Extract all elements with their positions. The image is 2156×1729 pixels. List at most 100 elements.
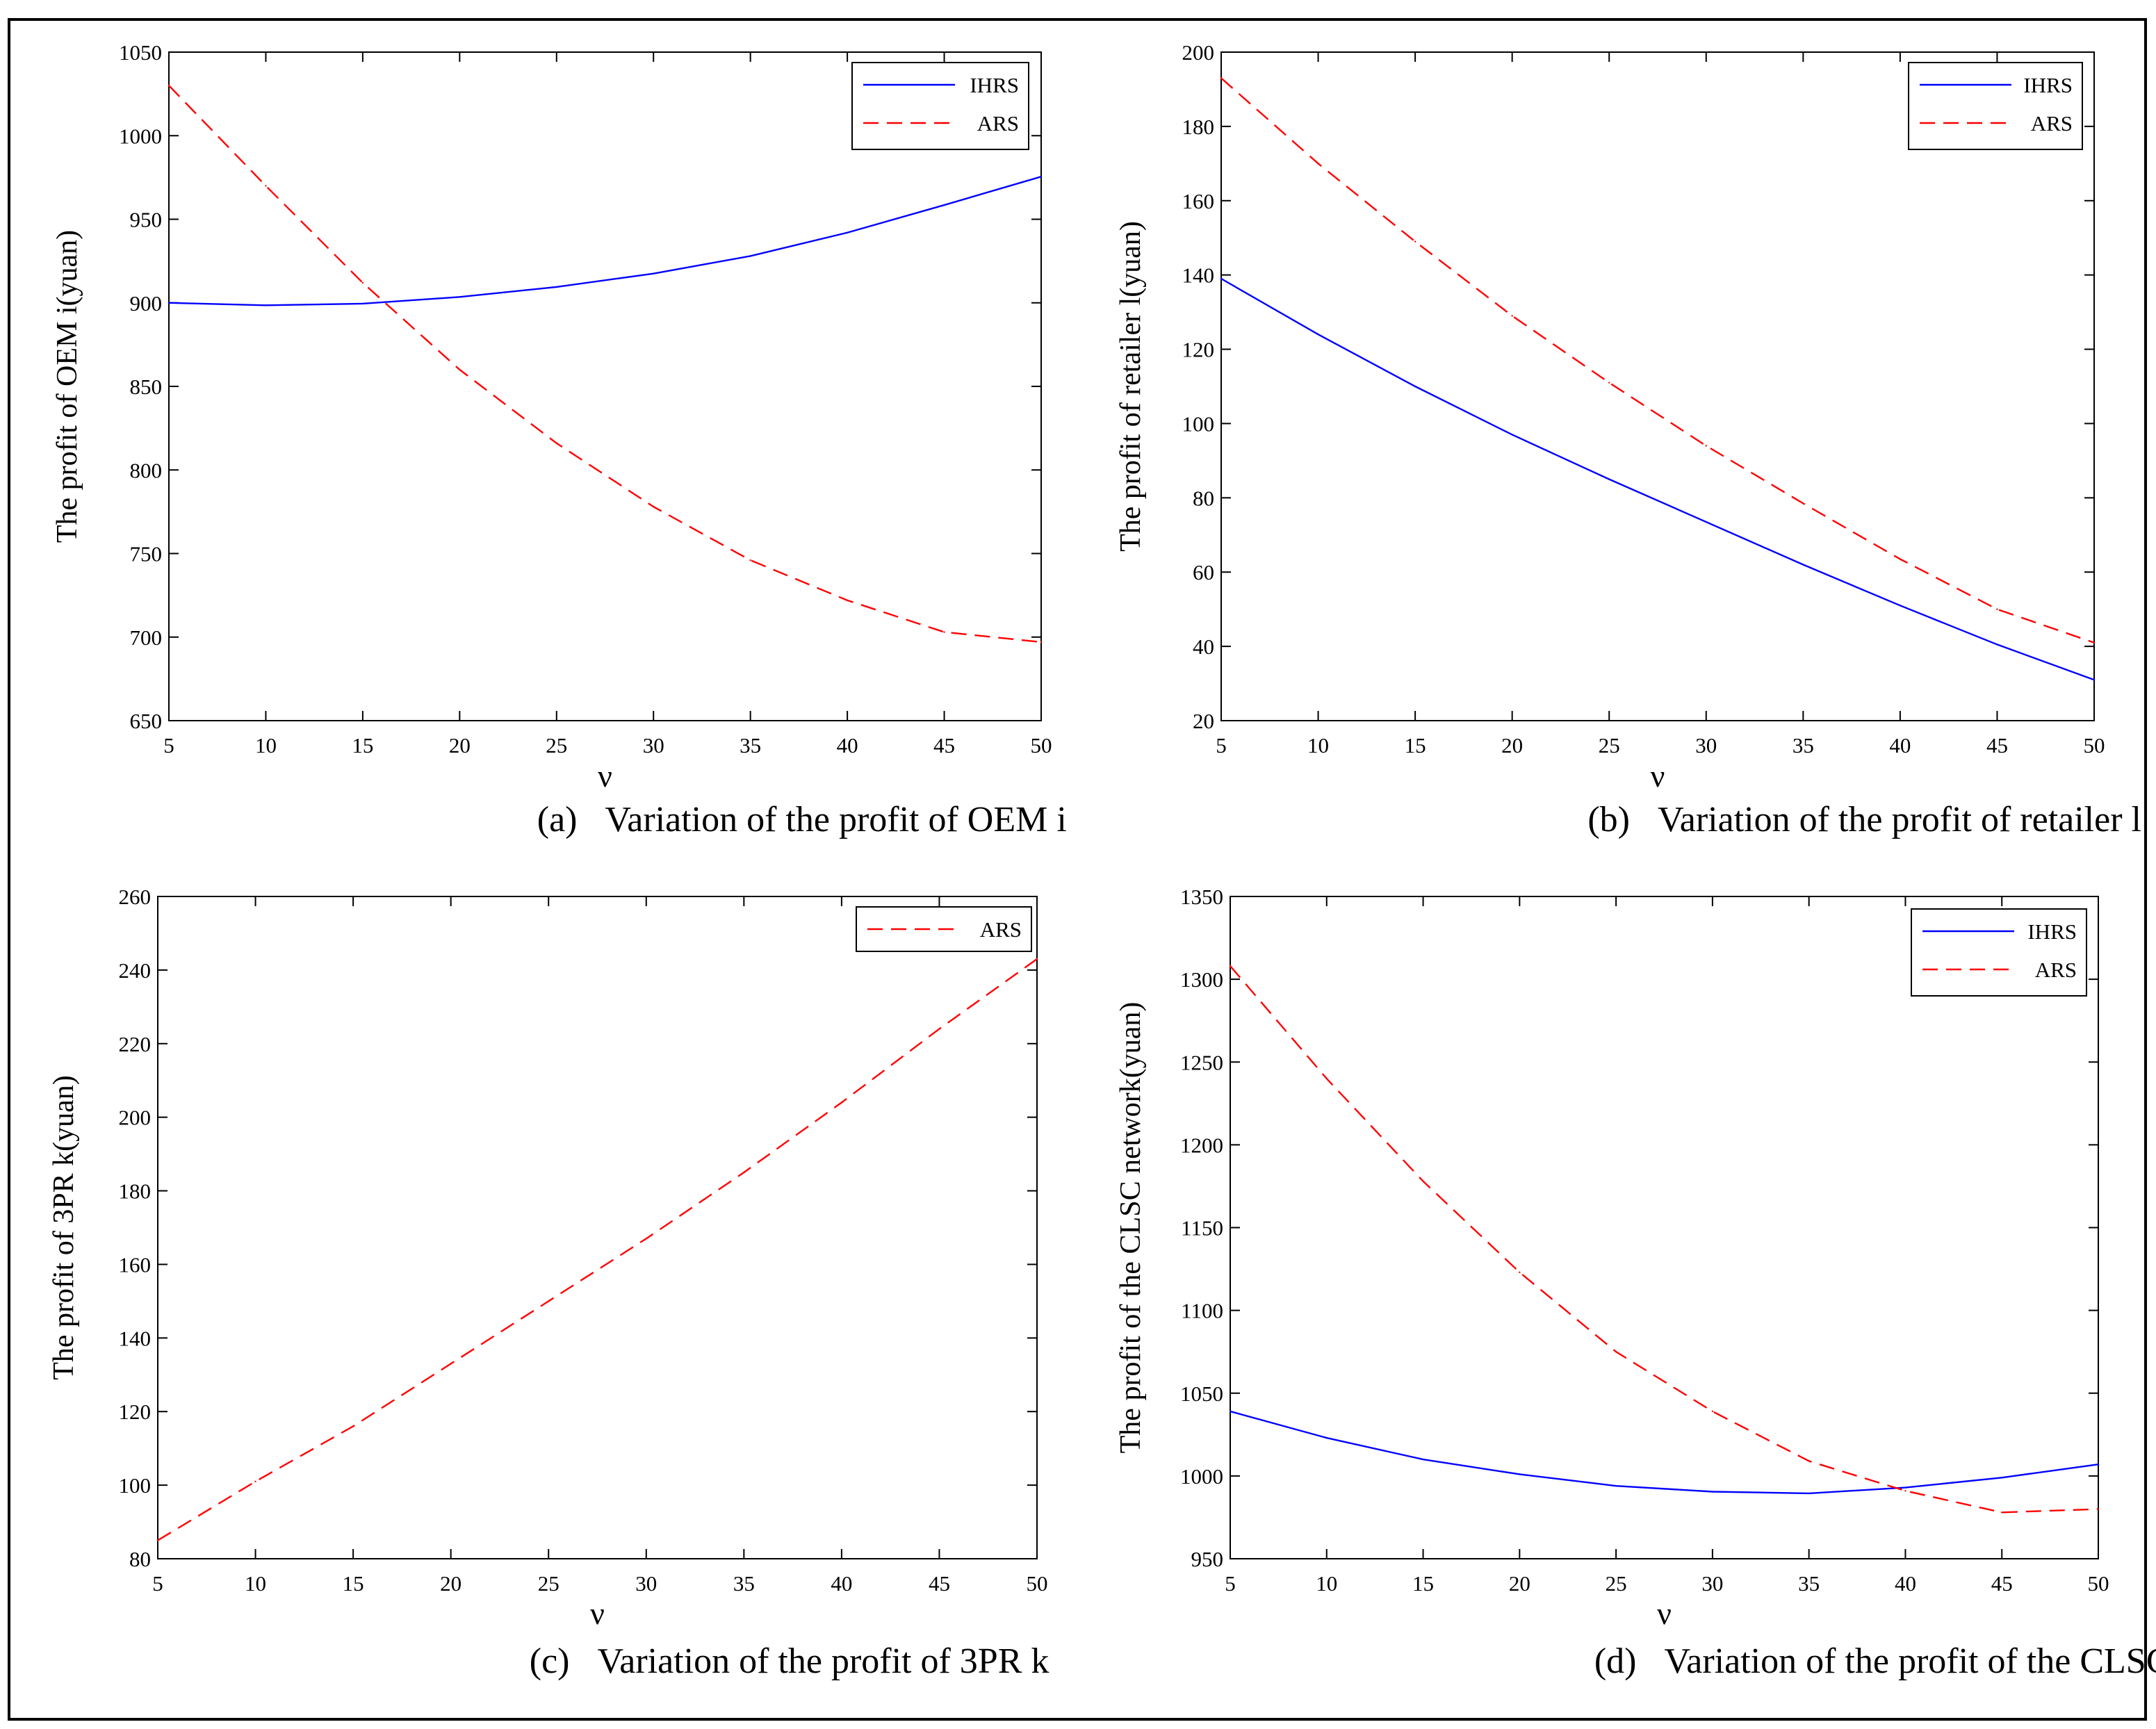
y-tick-label: 260 (119, 885, 152, 909)
data-point-ars (265, 185, 267, 187)
data-point-ihrs (1229, 1410, 1232, 1413)
caption-label: (b) (1587, 800, 1630, 839)
y-axis-label: The profit of the CLSC network(yuan) (1115, 1002, 1147, 1454)
x-tick-label: 5 (152, 1571, 163, 1596)
data-point-ihrs (1615, 1484, 1617, 1487)
data-point-ars (1904, 1490, 1906, 1492)
data-point-ars (1996, 608, 1998, 610)
y-tick-label: 1300 (1180, 967, 1223, 992)
data-point-ars (1317, 163, 1319, 165)
data-point-ars (1705, 445, 1707, 447)
data-point-ihrs (555, 286, 557, 288)
data-point-ars (749, 559, 751, 562)
y-tick-label: 1000 (1180, 1464, 1223, 1489)
data-point-ars (168, 84, 170, 87)
x-tick-label: 50 (2084, 733, 2105, 757)
plot-area (1220, 51, 2095, 721)
data-point-ars (450, 1363, 452, 1365)
y-tick-label: 200 (1182, 40, 1215, 65)
data-point-ars (361, 281, 364, 284)
y-tick-label: 20 (1193, 709, 1214, 733)
data-point-ars (938, 1028, 940, 1030)
data-point-ars (1220, 77, 1223, 79)
x-tick-label: 35 (740, 733, 761, 757)
data-point-ihrs (1422, 1458, 1424, 1461)
x-tick-label: 40 (831, 1571, 852, 1596)
x-tick-label: 30 (1695, 733, 1717, 757)
x-tick-label: 10 (1307, 733, 1329, 757)
plot-area (157, 896, 1038, 1559)
legend-label-ars: ARS (2035, 958, 2077, 982)
x-tick-label: 15 (352, 733, 373, 757)
data-point-ihrs (1325, 1436, 1328, 1439)
y-tick-label: 180 (1182, 115, 1215, 139)
y-tick-label: 1100 (1181, 1299, 1223, 1323)
caption-text: Variation of the profit of the CLSC netw… (1665, 1641, 2156, 1681)
x-axis-label: ν (598, 758, 612, 794)
series-line-ars (157, 958, 1038, 1541)
legend-label-ars: ARS (2031, 111, 2073, 136)
y-tick-label: 60 (1193, 560, 1214, 584)
caption-label: (a) (537, 800, 578, 839)
y-tick-label: 950 (130, 208, 163, 232)
x-tick-label: 15 (1405, 733, 1426, 757)
x-tick-label: 10 (255, 733, 277, 757)
y-tick-label: 40 (1193, 634, 1214, 659)
y-tick-label: 1250 (1180, 1050, 1223, 1074)
caption-text: Variation of the profit of OEM i (605, 800, 1067, 839)
data-point-ihrs (1608, 478, 1610, 480)
x-tick-label: 35 (733, 1571, 755, 1596)
legend: IHRS ARS (1911, 908, 2087, 997)
x-tick-label: 15 (1412, 1571, 1434, 1596)
x-tick-label: 15 (343, 1571, 364, 1596)
legend: IHRS ARS (851, 62, 1029, 150)
data-point-ars (743, 1171, 745, 1174)
series-line-ars (1230, 965, 2099, 1514)
data-point-ars (459, 368, 461, 371)
data-point-ihrs (1414, 385, 1416, 388)
data-point-ars (1808, 1460, 1810, 1462)
x-tick-label: 40 (1889, 733, 1911, 757)
y-tick-label: 80 (129, 1547, 151, 1571)
chart-panel-2: 5 10 15 20 25 30 35 40 45 50 80 100 120 140 160 180 200 2… (48, 885, 1049, 1681)
data-point-ars (1036, 958, 1038, 960)
legend-label-ihrs: IHRS (2023, 73, 2073, 97)
y-tick-label: 1050 (1180, 1382, 1223, 1406)
x-tick-label: 40 (837, 733, 858, 757)
data-point-ihrs (1808, 1492, 1810, 1495)
data-point-ars (1414, 240, 1416, 243)
data-point-ihrs (1705, 521, 1707, 523)
data-point-ihrs (459, 296, 461, 298)
data-point-ars (840, 1101, 843, 1104)
y-tick-label: 200 (119, 1106, 152, 1130)
y-tick-label: 240 (119, 958, 152, 983)
x-tick-label: 25 (1599, 733, 1620, 757)
x-tick-label: 35 (1798, 1571, 1820, 1596)
x-tick-label: 20 (1501, 733, 1523, 757)
y-tick-label: 850 (130, 375, 163, 399)
x-tick-label: 20 (440, 1571, 462, 1596)
data-point-ihrs (1899, 605, 1902, 607)
y-tick-label: 160 (1182, 189, 1215, 213)
data-point-ihrs (1317, 333, 1319, 336)
data-point-ars (2097, 1508, 2100, 1510)
data-point-ars (943, 631, 945, 633)
data-point-ars (1608, 382, 1610, 384)
data-point-ihrs (361, 302, 364, 305)
y-tick-label: 140 (1182, 263, 1215, 288)
data-point-ihrs (1040, 175, 1043, 178)
legend-label-ihrs: IHRS (970, 73, 1019, 97)
series-line-ars (168, 85, 1042, 644)
y-tick-label: 120 (1182, 338, 1215, 362)
data-point-ars (1615, 1350, 1617, 1353)
y-tick-label: 1000 (119, 124, 162, 148)
y-tick-label: 160 (119, 1252, 152, 1277)
data-point-ihrs (1220, 277, 1223, 280)
y-tick-label: 1350 (1180, 885, 1223, 909)
data-point-ars (254, 1480, 256, 1483)
data-point-ars (1325, 1077, 1328, 1080)
y-tick-label: 120 (119, 1400, 152, 1424)
y-tick-label: 1150 (1181, 1216, 1223, 1240)
y-tick-label: 700 (130, 625, 163, 650)
